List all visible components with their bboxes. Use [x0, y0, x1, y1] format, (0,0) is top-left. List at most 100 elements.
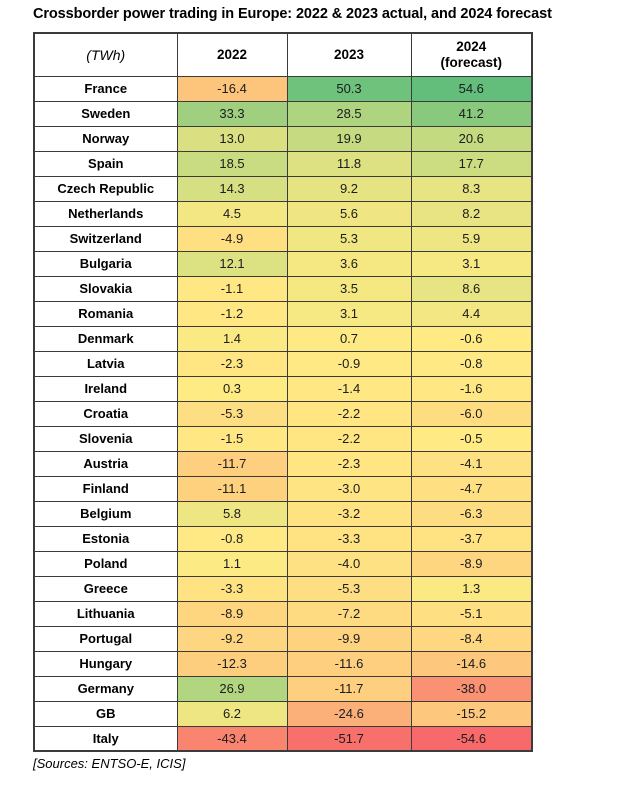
country-cell: GB [33, 700, 178, 727]
table-row: Czech Republic 14.3 9.2 8.3 [33, 175, 533, 202]
value-cell: 4.4 [410, 300, 533, 327]
value-cell: -5.3 [176, 400, 288, 427]
country-cell: Belgium [33, 500, 178, 527]
table-row: Poland 1.1 -4.0 -8.9 [33, 550, 533, 577]
table-row: Ireland 0.3 -1.4 -1.6 [33, 375, 533, 402]
value-cell: -12.3 [176, 650, 288, 677]
value-cell: -38.0 [410, 675, 533, 702]
value-cell: -14.6 [410, 650, 533, 677]
value-cell: -1.2 [176, 300, 288, 327]
value-cell: 11.8 [286, 150, 412, 177]
year-2024-header-cell: 2024 (forecast) [410, 32, 533, 77]
table-row: Greece -3.3 -5.3 1.3 [33, 575, 533, 602]
country-cell: Germany [33, 675, 178, 702]
table-row: Germany 26.9 -11.7 -38.0 [33, 675, 533, 702]
value-cell: -11.6 [286, 650, 412, 677]
value-cell: 3.1 [286, 300, 412, 327]
header-row: (TWh) 2022 2023 2024 (forecast) [33, 32, 533, 77]
table-body: France -16.4 50.3 54.6 Sweden 33.3 28.5 41.2 Nor… [33, 75, 533, 752]
table-row: Lithuania -8.9 -7.2 -5.1 [33, 600, 533, 627]
value-cell: -3.3 [286, 525, 412, 552]
country-cell: Poland [33, 550, 178, 577]
table-row: Bulgaria 12.1 3.6 3.1 [33, 250, 533, 277]
table-row: Latvia -2.3 -0.9 -0.8 [33, 350, 533, 377]
page-title: Crossborder power trading in Europe: 202… [33, 6, 552, 22]
source-note: [Sources: ENTSO-E, ICIS] [33, 756, 186, 771]
value-cell: -11.7 [176, 450, 288, 477]
country-cell: Slovakia [33, 275, 178, 302]
value-cell: -1.6 [410, 375, 533, 402]
country-cell: Slovenia [33, 425, 178, 452]
table-row: Italy -43.4 -51.7 -54.6 [33, 725, 533, 752]
forecast-label: (forecast) [440, 54, 502, 70]
country-cell: Bulgaria [33, 250, 178, 277]
value-cell: -0.5 [410, 425, 533, 452]
value-cell: -51.7 [286, 725, 412, 752]
value-cell: 12.1 [176, 250, 288, 277]
value-cell: -9.2 [176, 625, 288, 652]
value-cell: 0.7 [286, 325, 412, 352]
country-cell: Greece [33, 575, 178, 602]
value-cell: 1.3 [410, 575, 533, 602]
value-cell: 5.9 [410, 225, 533, 252]
country-cell: Portugal [33, 625, 178, 652]
value-cell: -0.8 [410, 350, 533, 377]
year-2023-header-cell: 2023 [286, 32, 412, 77]
table-row: Austria -11.7 -2.3 -4.1 [33, 450, 533, 477]
table-row: Switzerland -4.9 5.3 5.9 [33, 225, 533, 252]
value-cell: -24.6 [286, 700, 412, 727]
country-cell: Sweden [33, 100, 178, 127]
table-row: Netherlands 4.5 5.6 8.2 [33, 200, 533, 227]
value-cell: 54.6 [410, 75, 533, 102]
value-cell: 1.4 [176, 325, 288, 352]
country-cell: Finland [33, 475, 178, 502]
value-cell: -15.2 [410, 700, 533, 727]
table-row: Romania -1.2 3.1 4.4 [33, 300, 533, 327]
value-cell: 3.6 [286, 250, 412, 277]
value-cell: -0.9 [286, 350, 412, 377]
value-cell: -9.9 [286, 625, 412, 652]
value-cell: 0.3 [176, 375, 288, 402]
value-cell: 26.9 [176, 675, 288, 702]
value-cell: 6.2 [176, 700, 288, 727]
value-cell: 20.6 [410, 125, 533, 152]
year-2022-header-cell: 2022 [176, 32, 288, 77]
value-cell: 14.3 [176, 175, 288, 202]
value-cell: -8.9 [410, 550, 533, 577]
country-cell: Austria [33, 450, 178, 477]
value-cell: -11.1 [176, 475, 288, 502]
value-cell: 8.6 [410, 275, 533, 302]
value-cell: 8.2 [410, 200, 533, 227]
table-row: Belgium 5.8 -3.2 -6.3 [33, 500, 533, 527]
table-row: France -16.4 50.3 54.6 [33, 75, 533, 102]
value-cell: 33.3 [176, 100, 288, 127]
table-row: Slovakia -1.1 3.5 8.6 [33, 275, 533, 302]
value-cell: 4.5 [176, 200, 288, 227]
country-cell: Netherlands [33, 200, 178, 227]
value-cell: -5.3 [286, 575, 412, 602]
value-cell: -7.2 [286, 600, 412, 627]
value-cell: -3.7 [410, 525, 533, 552]
value-cell: 3.5 [286, 275, 412, 302]
country-cell: Norway [33, 125, 178, 152]
value-cell: -3.0 [286, 475, 412, 502]
table-row: Spain 18.5 11.8 17.7 [33, 150, 533, 177]
value-cell: 3.1 [410, 250, 533, 277]
value-cell: -54.6 [410, 725, 533, 752]
value-cell: 41.2 [410, 100, 533, 127]
value-cell: -6.0 [410, 400, 533, 427]
country-cell: Switzerland [33, 225, 178, 252]
country-cell: Hungary [33, 650, 178, 677]
country-cell: France [33, 75, 178, 102]
value-cell: -6.3 [410, 500, 533, 527]
country-cell: Croatia [33, 400, 178, 427]
country-cell: Lithuania [33, 600, 178, 627]
table-row: Croatia -5.3 -2.2 -6.0 [33, 400, 533, 427]
table-row: Sweden 33.3 28.5 41.2 [33, 100, 533, 127]
table-row: Portugal -9.2 -9.9 -8.4 [33, 625, 533, 652]
value-cell: 5.8 [176, 500, 288, 527]
value-cell: -1.5 [176, 425, 288, 452]
value-cell: -4.7 [410, 475, 533, 502]
value-cell: -3.3 [176, 575, 288, 602]
